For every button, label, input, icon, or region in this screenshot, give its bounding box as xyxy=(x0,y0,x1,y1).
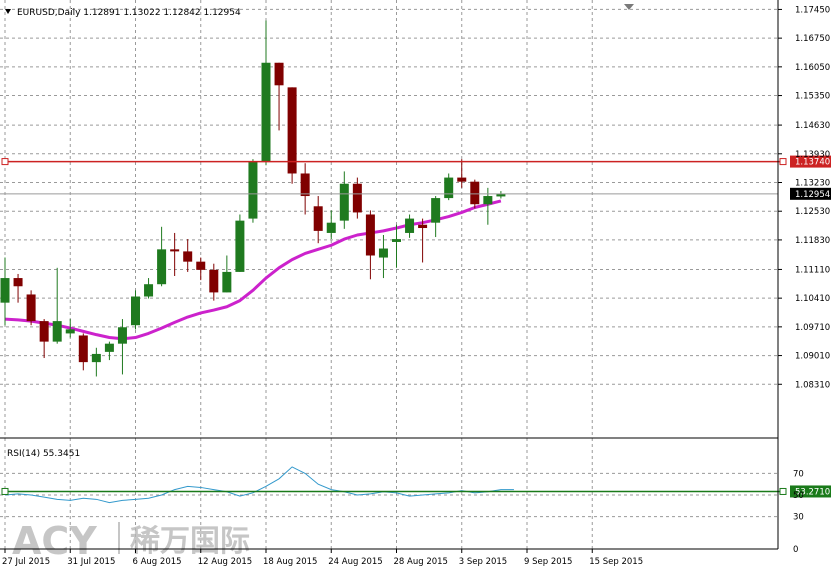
candle-body xyxy=(39,321,49,342)
rsi-pane: 53.2710 xyxy=(1,466,831,504)
candle-body xyxy=(418,224,428,229)
candle-body xyxy=(496,193,506,197)
candle-body xyxy=(183,251,193,262)
candle-body xyxy=(352,183,362,213)
candle-body xyxy=(470,181,480,205)
resistance-price-box xyxy=(790,155,831,168)
candle-body xyxy=(196,261,206,270)
watermark-divider xyxy=(118,522,120,554)
candle-body xyxy=(300,173,310,197)
x-tick-label: 28 Aug 2015 xyxy=(394,557,448,567)
resistance-handle-left xyxy=(1,158,9,166)
symbol-line: EURUSD,Daily 1.12891 1.13022 1.12842 1.1… xyxy=(17,8,241,18)
candle-body xyxy=(222,271,232,293)
y-tick-label: 1.13230 xyxy=(795,179,830,189)
candle-body xyxy=(392,239,401,242)
current-price-label: 1.12954 xyxy=(795,190,830,200)
x-tick-label: 24 Aug 2015 xyxy=(328,557,382,567)
candle-body xyxy=(65,329,75,334)
x-tick-label: 18 Aug 2015 xyxy=(263,557,317,567)
moving-average xyxy=(4,199,502,341)
y-tick-label: 1.12530 xyxy=(795,207,830,217)
resistance-price-label: 1.13740 xyxy=(795,158,830,168)
candle-body xyxy=(365,214,375,256)
candle-body xyxy=(313,206,323,231)
candle-body xyxy=(326,222,336,233)
candle-body xyxy=(0,278,10,303)
candle-body xyxy=(287,87,297,174)
rsi-tick-label: 0 xyxy=(793,545,798,555)
watermark: ACY 稀万国际 xyxy=(12,519,250,563)
candle-body xyxy=(157,249,167,285)
candle-body xyxy=(91,353,101,363)
candle-body xyxy=(117,327,127,344)
watermark-cjk: 稀万国际 xyxy=(130,524,250,559)
current-price-box xyxy=(790,187,831,200)
y-tick-label: 1.15350 xyxy=(795,92,830,102)
watermark-logo: ACY xyxy=(12,519,97,563)
x-tick-label: 31 Jul 2015 xyxy=(67,557,115,567)
x-tick-label: 12 Aug 2015 xyxy=(198,557,252,567)
x-tick-label: 15 Sep 2015 xyxy=(589,557,643,567)
rsi-level-box xyxy=(790,485,831,498)
candle-body xyxy=(444,177,454,199)
header: EURUSD,Daily 1.12891 1.13022 1.12842 1.1… xyxy=(5,4,634,459)
y-tick-label: 1.13930 xyxy=(795,150,830,160)
candle-body xyxy=(483,196,493,205)
dropdown-arrow-icon[interactable] xyxy=(5,9,11,14)
candle-body xyxy=(13,278,23,287)
candle-body xyxy=(431,198,441,223)
shift-marker-icon[interactable] xyxy=(624,4,634,10)
candle-body xyxy=(235,220,245,272)
ma-line xyxy=(4,199,502,341)
x-tick-label: 27 Jul 2015 xyxy=(2,557,50,567)
y-tick-label: 1.16050 xyxy=(795,63,830,73)
y-tick-label: 1.14630 xyxy=(795,121,830,131)
candle-body xyxy=(378,248,388,258)
rsi-tick-label: 70 xyxy=(793,469,804,479)
y-tick-label: 1.11830 xyxy=(795,236,830,246)
y-tick-label: 1.16750 xyxy=(795,34,830,44)
resistance-handle-right xyxy=(779,158,787,166)
y-tick-label: 1.09710 xyxy=(795,323,830,333)
y-tick-label: 1.17450 xyxy=(795,5,830,15)
x-tick-label: 6 Aug 2015 xyxy=(133,557,182,567)
x-tick-label: 3 Sep 2015 xyxy=(459,557,507,567)
candle-body xyxy=(78,335,88,363)
y-tick-label: 1.08310 xyxy=(795,380,830,390)
candle-body xyxy=(104,343,114,352)
candle-body xyxy=(261,62,271,162)
rsi-label: RSI(14) 55.3451 xyxy=(7,449,80,459)
candle-body xyxy=(339,183,349,221)
rsi-tick-label: 30 xyxy=(793,513,804,523)
candle-body xyxy=(170,249,180,252)
y-tick-label: 1.11110 xyxy=(795,265,830,275)
y-tick-label: 1.10410 xyxy=(795,294,830,304)
rsi-tick-label: 50 xyxy=(793,491,804,501)
candle-body xyxy=(209,269,219,293)
rsi-level-label: 53.2710 xyxy=(795,487,830,497)
candles xyxy=(0,20,506,377)
rsi-handle-left xyxy=(1,487,9,495)
candle-body xyxy=(457,177,467,182)
candle-body xyxy=(131,296,140,326)
levels: 1.13740 1.12954 xyxy=(0,155,831,200)
rsi-handle-right xyxy=(779,487,787,495)
candle-body xyxy=(52,321,62,342)
candle-body xyxy=(26,294,36,322)
candle-body xyxy=(144,284,154,297)
candle-body xyxy=(274,62,284,86)
y-tick-label: 1.09010 xyxy=(795,352,830,362)
x-tick-label: 9 Sep 2015 xyxy=(524,557,572,567)
candle-body xyxy=(248,161,258,219)
rsi-line xyxy=(4,466,514,504)
candle-body xyxy=(405,218,415,233)
